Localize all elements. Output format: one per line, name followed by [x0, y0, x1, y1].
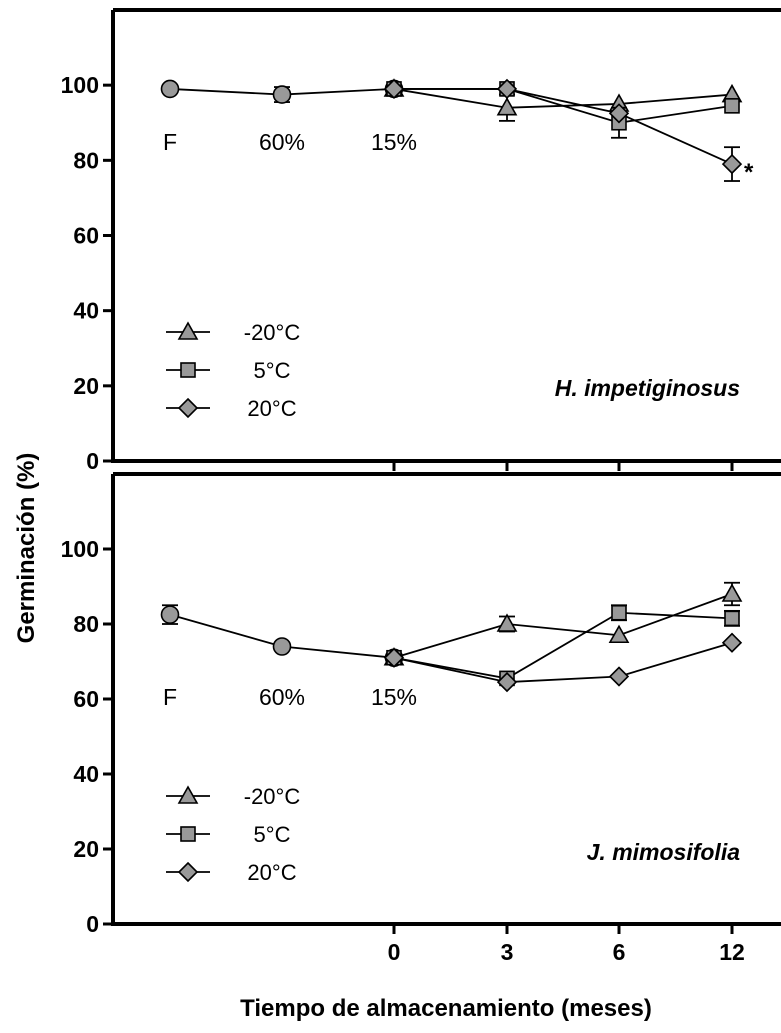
- data-point-diamond: [383, 647, 405, 668]
- data-point-triangle: [496, 613, 518, 632]
- y-tick-label: 80: [73, 147, 99, 173]
- data-point-triangle: [721, 583, 743, 602]
- legend-marker-diamond: [177, 397, 199, 419]
- data-point-square: [724, 98, 740, 114]
- legend-label: 5°C: [254, 822, 291, 847]
- series: [160, 79, 404, 104]
- data-point-diamond: [383, 78, 405, 100]
- series: [386, 604, 740, 687]
- x-tick-label: 6: [613, 939, 626, 965]
- treatment-label: 15%: [371, 684, 417, 710]
- data-point-circle: [272, 85, 292, 104]
- data-point-triangle: [496, 97, 518, 116]
- y-tick-label: 100: [61, 72, 99, 98]
- data-point-circle: [272, 637, 292, 656]
- x-tick-label: 3: [501, 939, 514, 965]
- series-line: [394, 88, 733, 165]
- legend-marker-diamond: [177, 861, 199, 883]
- x-axis-title: Tiempo de almacenamiento (meses): [240, 995, 652, 1022]
- series: [383, 581, 743, 666]
- data-point-diamond: [496, 78, 518, 100]
- y-tick-label: 20: [73, 836, 99, 862]
- y-tick-label: 20: [73, 373, 99, 399]
- series-line: [393, 611, 733, 680]
- series: [160, 604, 404, 668]
- y-axis-title: Germinación (%): [13, 453, 40, 644]
- data-point-diamond: [721, 153, 743, 175]
- y-tick-label: 0: [86, 911, 99, 937]
- legend-label: 5°C: [254, 358, 291, 383]
- legend-label: 20°C: [247, 396, 296, 421]
- data-point-circle: [160, 605, 180, 624]
- y-tick-label: 40: [73, 761, 99, 787]
- series-line: [394, 88, 733, 124]
- legend-label: -20°C: [244, 784, 301, 809]
- treatment-label: 15%: [371, 129, 417, 155]
- panel-1: 0 20 40 60 80 100 F 60% 15% * -20°C 5°C 20°C H. impet…: [61, 8, 781, 474]
- species-name: J. mimosifolia: [587, 839, 741, 865]
- legend-label: -20°C: [244, 320, 301, 345]
- data-point-diamond: [608, 666, 630, 687]
- y-tick-label: 80: [73, 611, 99, 637]
- treatment-label: 60%: [259, 684, 305, 710]
- series: [386, 81, 740, 139]
- treatment-label: F: [163, 684, 177, 710]
- data-point-diamond: [721, 632, 743, 653]
- legend-marker-square: [180, 826, 196, 842]
- data-point-diamond: [496, 671, 518, 693]
- legend-label: 20°C: [247, 860, 296, 885]
- legend-marker-triangle: [177, 321, 199, 340]
- data-point-square: [611, 604, 627, 621]
- panel-2: 0 20 40 60 80 100 0 3 6 12 F 60% 15% -20°C 5°C 20°C J. m…: [61, 472, 781, 965]
- data-point-diamond: [608, 103, 630, 124]
- y-tick-label: 0: [86, 448, 99, 474]
- data-point-circle: [160, 79, 180, 99]
- x-tick-label: 0: [388, 939, 401, 965]
- data-point-square: [724, 610, 740, 627]
- significance-marker: *: [744, 159, 754, 186]
- y-tick-label: 60: [73, 223, 99, 249]
- series: [383, 78, 743, 182]
- y-tick-label: 60: [73, 686, 99, 712]
- data-point-triangle: [608, 624, 630, 644]
- y-tick-label: 100: [61, 536, 99, 562]
- treatment-label: 60%: [259, 129, 305, 155]
- legend-marker-triangle: [177, 785, 199, 804]
- y-tick-label: 40: [73, 298, 99, 324]
- legend-marker-square: [180, 362, 196, 378]
- series-line: [393, 593, 733, 659]
- treatment-label: F: [163, 129, 177, 155]
- series: [383, 632, 743, 693]
- x-tick-label: 12: [719, 939, 745, 965]
- species-name: H. impetiginosus: [555, 375, 740, 401]
- series-line: [393, 641, 733, 684]
